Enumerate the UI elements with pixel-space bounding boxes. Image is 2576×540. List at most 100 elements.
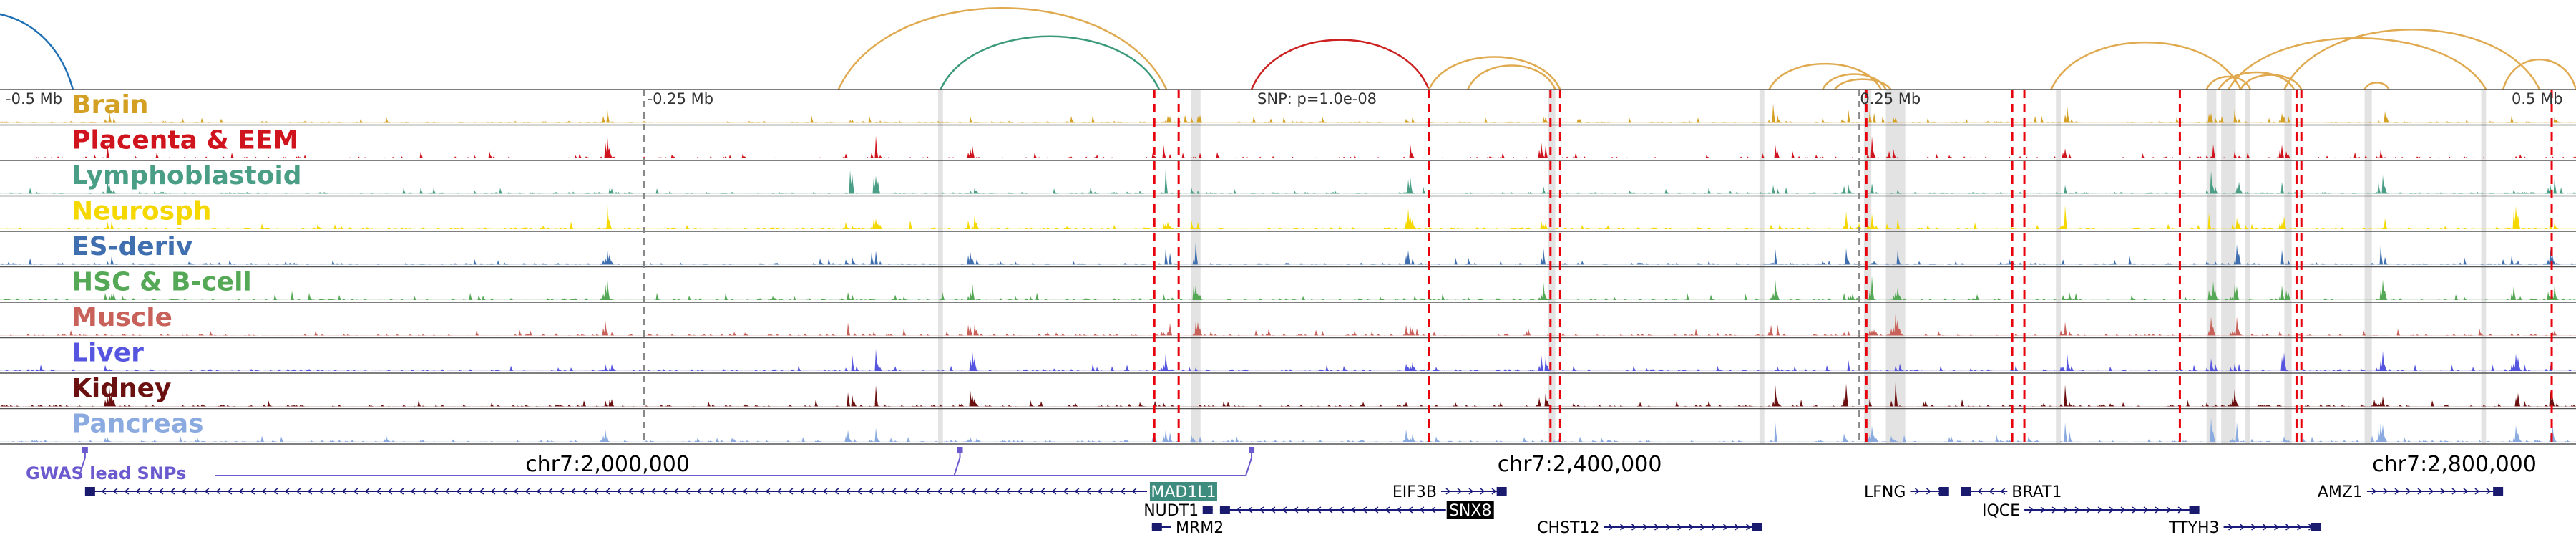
gene-strand-arrow bbox=[479, 488, 484, 495]
gene-strand-arrow bbox=[1327, 506, 1333, 514]
gene-strand-arrow bbox=[1236, 506, 1241, 514]
gene-strand-arrow bbox=[1017, 488, 1023, 495]
gene-strand-arrow bbox=[1491, 488, 1497, 495]
gene-strand-arrow bbox=[1480, 488, 1485, 495]
gene-strand-arrow bbox=[433, 488, 439, 495]
gene-strand-arrow bbox=[2474, 488, 2480, 495]
gene-strand-arrow bbox=[2297, 524, 2302, 531]
gene-strand-arrow bbox=[1108, 488, 1114, 495]
gene-exon bbox=[2493, 487, 2504, 496]
coordinate-axis: chr7:2,000,000 chr7:2,400,000 chr7:2,800,0… bbox=[525, 452, 2537, 477]
track-signal-8 bbox=[0, 382, 2576, 407]
gene-strand-arrow bbox=[456, 488, 462, 495]
gene-strand-arrow bbox=[1643, 524, 1648, 531]
gene-strand-arrow bbox=[982, 488, 988, 495]
gene-exon bbox=[1496, 487, 1507, 496]
track-label: Pancreas bbox=[72, 410, 204, 439]
gene-strand-arrow bbox=[2228, 524, 2233, 531]
track-signal-7 bbox=[0, 349, 2576, 371]
gene-exon bbox=[1961, 487, 1971, 496]
gene-label-highlight bbox=[1446, 501, 1494, 519]
gene-strand-arrow bbox=[112, 488, 118, 495]
gene-strand-arrow bbox=[788, 488, 794, 495]
red-snp-lines bbox=[1153, 90, 2553, 444]
gene-strand-arrow bbox=[776, 488, 782, 495]
gene-strand-arrow bbox=[181, 488, 187, 495]
gene-strand-arrow bbox=[1304, 506, 1310, 514]
gene-strand-arrow bbox=[1396, 506, 1402, 514]
gene-strand-arrow bbox=[444, 488, 450, 495]
track-label: Neurosph bbox=[72, 197, 212, 226]
gene-strand-arrow bbox=[1316, 506, 1322, 514]
gene-strand-arrow bbox=[158, 488, 164, 495]
gene-strand-arrow bbox=[948, 488, 954, 495]
gene-strand-arrow bbox=[662, 488, 668, 495]
gene-strand-arrow bbox=[1005, 488, 1011, 495]
gene-strand-arrow bbox=[1689, 524, 1694, 531]
gene-label: CHST12 bbox=[1537, 519, 1599, 537]
gene-strand-arrow bbox=[593, 488, 599, 495]
gene-strand-arrow bbox=[2451, 488, 2457, 495]
chromatin-loop-arc bbox=[1467, 64, 1556, 90]
gene-exon bbox=[2311, 523, 2321, 531]
gene-strand-arrow bbox=[421, 488, 427, 495]
gene-strand-arrow bbox=[296, 488, 301, 495]
gene-strand-arrow bbox=[341, 488, 347, 495]
chromatin-loop-arc bbox=[2205, 75, 2252, 90]
gene-strand-arrow bbox=[353, 488, 358, 495]
gene-exon bbox=[1151, 523, 1162, 531]
gene-label: IQCE bbox=[1982, 502, 2020, 520]
track-label: Placenta & EEM bbox=[72, 126, 298, 155]
gene-strand-arrow bbox=[582, 488, 587, 495]
gene-strand-arrow bbox=[1385, 506, 1390, 514]
gene-strand-arrow bbox=[685, 488, 691, 495]
gene-strand-arrow bbox=[605, 488, 610, 495]
gene-strand-arrow bbox=[2371, 488, 2377, 495]
gene-strand-arrow bbox=[2429, 488, 2434, 495]
gwas-lead-snps: GWAS lead SNPs bbox=[26, 447, 1255, 483]
gene-strand-arrow bbox=[628, 488, 633, 495]
gene-strand-arrow bbox=[1609, 524, 1614, 531]
chromatin-loop-arc bbox=[940, 35, 1161, 90]
chromatin-loop-arc bbox=[1834, 78, 1892, 90]
gwas-label: GWAS lead SNPs bbox=[26, 463, 186, 483]
gene-strand-arrow bbox=[2166, 506, 2172, 514]
gene-strand-arrow bbox=[994, 488, 1000, 495]
gene-strand-arrow bbox=[410, 488, 416, 495]
gene-strand-arrow bbox=[1407, 506, 1413, 514]
gene-strand-arrow bbox=[2074, 506, 2080, 514]
track-signal-3 bbox=[0, 205, 2576, 229]
gene-strand-arrow bbox=[822, 488, 828, 495]
gene-label: SNX8 bbox=[1449, 502, 1492, 520]
gene-label: NUDT1 bbox=[1143, 502, 1199, 520]
gene-strand-arrow bbox=[2263, 524, 2268, 531]
gene-strand-arrow bbox=[2251, 524, 2256, 531]
gene-strand-arrow bbox=[971, 488, 977, 495]
gene-strand-arrow bbox=[1085, 488, 1091, 495]
gene-strand-arrow bbox=[1419, 506, 1425, 514]
gene-strand-arrow bbox=[731, 488, 736, 495]
gene-strand-arrow bbox=[124, 488, 130, 495]
track-label: Liver bbox=[72, 339, 144, 368]
offset-label: -0.5 Mb bbox=[6, 90, 62, 107]
gene-strand-arrow bbox=[192, 488, 198, 495]
gene-strand-arrow bbox=[1074, 488, 1080, 495]
gene-strand-arrow bbox=[742, 488, 748, 495]
gene-strand-arrow bbox=[1654, 524, 1659, 531]
gene-strand-arrow bbox=[135, 488, 141, 495]
gene-strand-arrow bbox=[387, 488, 393, 495]
gene-strand-arrow bbox=[250, 488, 255, 495]
gene-strand-arrow bbox=[1746, 524, 1751, 531]
gwas-snp-marker bbox=[1249, 447, 1255, 453]
chromatin-loop-arc bbox=[2363, 82, 2390, 90]
gene-strand-arrow bbox=[1926, 488, 1931, 495]
gene-strand-arrow bbox=[1282, 506, 1287, 514]
gwas-snp-marker bbox=[957, 447, 963, 453]
gene-strand-arrow bbox=[914, 488, 919, 495]
gene-strand-arrow bbox=[2406, 488, 2411, 495]
track-signal-1 bbox=[0, 135, 2576, 158]
gene-strand-arrow bbox=[547, 488, 553, 495]
